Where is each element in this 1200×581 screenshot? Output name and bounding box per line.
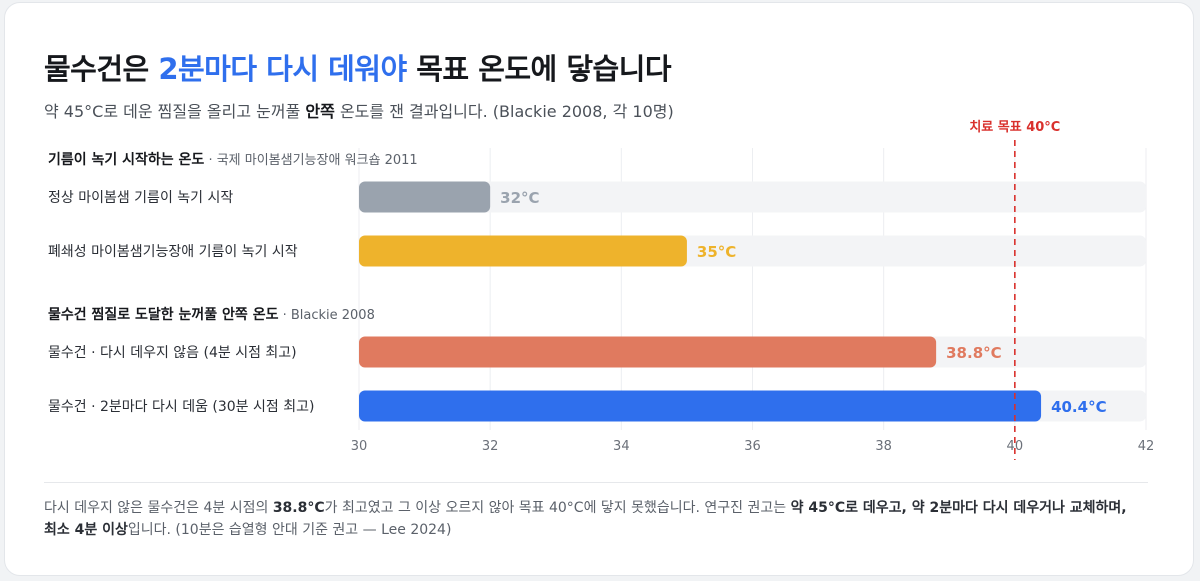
bar [359,336,937,368]
group-title: 물수건 찜질로 도달한 눈꺼풀 안쪽 온도 · Blackie 2008 [48,306,375,323]
target-label: 치료 목표 40°C [969,119,1060,135]
group-source: · 국제 마이봄샘기능장애 워크숍 2011 [204,153,417,168]
footnote-part-3: 입니다. (10분은 습열형 안대 기준 권고 — Lee 2024) [127,522,452,538]
group-title: 기름이 녹기 시작하는 온도 · 국제 마이봄샘기능장애 워크숍 2011 [48,151,418,168]
footer-divider [44,482,1148,483]
page-subtitle: 약 45°C로 데운 찜질을 올리고 눈꺼풀 안쪽 온도를 잰 결과입니다. (… [44,98,674,122]
footnote: 다시 데우지 않은 물수건은 4분 시점의 38.8°C가 최고였고 그 이상 … [44,497,1134,541]
title-pre: 물수건은 [44,52,159,86]
bar [359,235,687,267]
x-tick-label: 34 [613,439,630,454]
footnote-part-2: 가 최고였고 그 이상 오르지 않아 목표 40°C에 닿지 못했습니다. 연구… [324,500,791,516]
value-label: 32°C [500,189,539,207]
category-label: 폐쇄성 마이봄샘기능장애 기름이 녹기 시작 [48,244,298,260]
x-tick-label: 32 [482,439,499,454]
group-source: · Blackie 2008 [278,308,374,323]
subtitle-bold: 안쪽 [305,102,335,121]
title-accent: 2분마다 다시 데워야 [158,52,407,86]
x-tick-label: 40 [1007,439,1024,454]
group-title-text: 기름이 녹기 시작하는 온도 [48,151,204,168]
subtitle-pre: 약 45°C로 데운 찜질을 올리고 눈꺼풀 [44,102,306,121]
x-tick-label: 30 [351,439,368,454]
bar-track [359,181,1146,213]
value-label: 40.4°C [1051,398,1107,416]
footnote-bold-2: 약 45°C로 데우고, 약 2분마다 다시 데우거나 교체하며, 최소 4분 … [44,500,1127,538]
x-tick-label: 42 [1138,439,1155,454]
value-label: 35°C [697,243,736,261]
x-tick-label: 36 [744,439,761,454]
chart-card [4,2,1194,576]
category-label: 정상 마이봄샘 기름이 녹기 시작 [48,190,233,206]
footnote-part-1: 다시 데우지 않은 물수건은 4분 시점의 [44,500,273,516]
bar [359,181,491,213]
subtitle-post: 온도를 잰 결과입니다. (Blackie 2008, 각 10명) [334,102,674,121]
category-label: 물수건 · 2분마다 다시 데움 (30분 시점 최고) [48,399,314,415]
x-tick-label: 38 [875,439,892,454]
bar [359,390,1042,422]
group-title-text: 물수건 찜질로 도달한 눈꺼풀 안쪽 온도 [48,306,279,323]
page-title: 물수건은 2분마다 다시 데워야 목표 온도에 닿습니다 [44,46,672,88]
footnote-bold-1: 38.8°C [272,500,325,516]
value-label: 38.8°C [946,344,1002,362]
category-label: 물수건 · 다시 데우지 않음 (4분 시점 최고) [48,345,297,361]
title-post: 목표 온도에 닿습니다 [406,52,672,86]
